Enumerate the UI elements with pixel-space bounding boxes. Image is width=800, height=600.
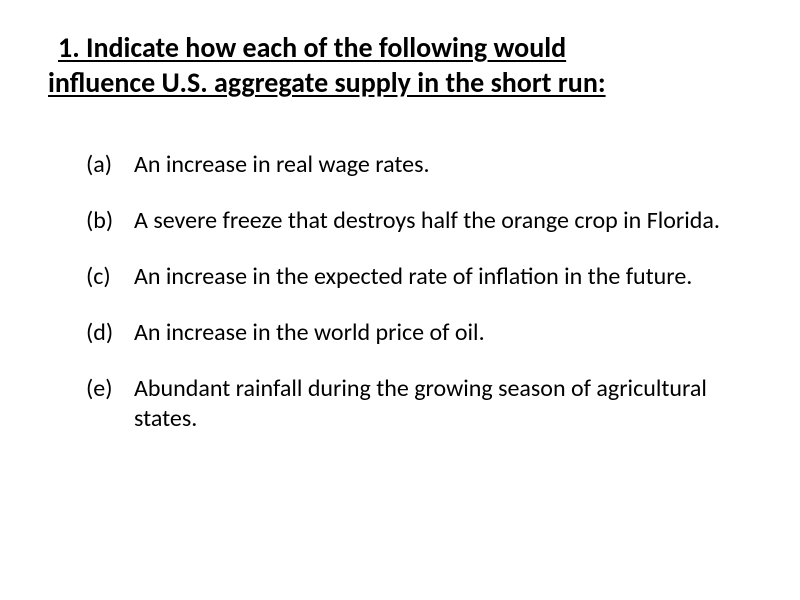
- item-text: An increase in the expected rate of infl…: [134, 262, 732, 292]
- list-item: (c) An increase in the expected rate of …: [86, 262, 732, 292]
- item-text: An increase in the world price of oil.: [134, 318, 732, 348]
- list-item: (e) Abundant rainfall during the growing…: [86, 374, 732, 434]
- list-item: (b) A severe freeze that destroys half t…: [86, 206, 732, 236]
- item-marker: (a): [86, 150, 134, 180]
- item-text: Abundant rainfall during the growing sea…: [134, 374, 732, 434]
- list-item: (d) An increase in the world price of oi…: [86, 318, 732, 348]
- item-marker: (e): [86, 374, 134, 404]
- list-item: (a) An increase in real wage rates.: [86, 150, 732, 180]
- item-marker: (d): [86, 318, 134, 348]
- item-text: An increase in real wage rates.: [134, 150, 732, 180]
- item-marker: (b): [86, 206, 134, 236]
- item-marker: (c): [86, 262, 134, 292]
- page: 1. Indicate how each of the following wo…: [0, 0, 800, 600]
- heading-line-1: 1. Indicate how each of the following wo…: [48, 30, 752, 65]
- item-text: A severe freeze that destroys half the o…: [134, 206, 732, 236]
- answer-list: (a) An increase in real wage rates. (b) …: [48, 150, 752, 434]
- question-heading: 1. Indicate how each of the following wo…: [48, 30, 752, 100]
- heading-line-2: influence U.S. aggregate supply in the s…: [48, 65, 752, 100]
